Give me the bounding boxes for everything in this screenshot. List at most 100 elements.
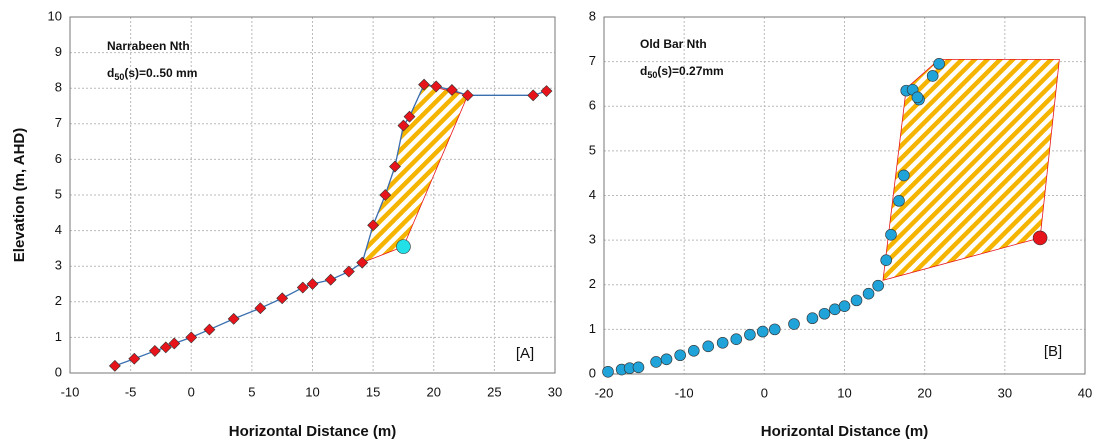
y-tick-label: 9 xyxy=(55,44,62,59)
plot-frame xyxy=(603,16,1086,375)
data-point xyxy=(744,328,756,341)
data-point xyxy=(933,58,945,70)
grain-size-label: d50(s)=0..50 mm xyxy=(107,66,197,82)
data-point xyxy=(660,353,673,366)
plot-frame xyxy=(69,16,556,374)
data-point xyxy=(461,89,474,102)
data-point xyxy=(168,337,181,350)
data-point xyxy=(356,256,369,269)
data-point xyxy=(730,333,743,345)
y-tick-label: 7 xyxy=(55,115,62,130)
y-tick-label: 6 xyxy=(589,98,596,113)
x-tick-label: -10 xyxy=(61,384,80,399)
y-axis-title: Elevation (m, AHD) xyxy=(11,128,28,262)
grain-sub: 50 xyxy=(647,70,657,80)
data-point xyxy=(276,292,289,305)
data-point xyxy=(203,323,216,336)
x-tick-label: 40 xyxy=(1078,385,1092,400)
data-point xyxy=(1032,230,1048,246)
panel-label: [B] xyxy=(1044,343,1062,360)
data-point xyxy=(674,349,686,362)
x-tick-label: 25 xyxy=(487,384,501,399)
y-tick-label: 3 xyxy=(55,258,62,273)
y-tick-label: 4 xyxy=(55,222,62,237)
data-point xyxy=(148,345,161,357)
y-tick-label: 1 xyxy=(589,321,596,336)
data-point xyxy=(306,278,319,290)
data-point xyxy=(159,341,172,354)
data-point xyxy=(397,119,410,132)
x-tick-label: 5 xyxy=(248,384,255,399)
data-point xyxy=(838,300,851,312)
data-point xyxy=(379,189,392,201)
data-point xyxy=(880,254,892,267)
data-point xyxy=(632,361,645,374)
data-point xyxy=(296,281,309,294)
y-tick-label: 2 xyxy=(589,276,596,291)
site-label: Old Bar Nth xyxy=(640,37,707,51)
grain-rest: (s)=0..50 mm xyxy=(124,66,197,80)
data-point xyxy=(227,312,240,325)
data-point xyxy=(367,219,380,232)
x-tick-label: 30 xyxy=(548,384,562,399)
data-point xyxy=(185,331,198,344)
data-point xyxy=(829,303,841,316)
data-point xyxy=(254,302,267,315)
data-point xyxy=(872,279,884,292)
x-tick-label: 15 xyxy=(366,384,380,399)
y-tick-label: 0 xyxy=(589,365,596,380)
y-tick-label: 8 xyxy=(55,80,62,95)
data-point xyxy=(898,169,910,182)
data-point xyxy=(403,110,416,123)
x-tick-label: -10 xyxy=(675,385,694,400)
x-tick-label: 0 xyxy=(761,385,768,400)
shaded-area xyxy=(361,84,469,264)
data-point xyxy=(911,91,924,104)
grain-sub: 50 xyxy=(114,72,124,82)
data-point xyxy=(687,344,700,357)
x-tick-label: 30 xyxy=(998,385,1012,400)
panel-label: [A] xyxy=(516,345,534,362)
x-tick-label: 10 xyxy=(305,384,319,399)
grain-d: d xyxy=(640,64,647,78)
data-point xyxy=(926,70,939,82)
y-tick-label: 0 xyxy=(55,364,62,379)
data-point xyxy=(108,359,121,372)
data-point xyxy=(527,89,540,102)
data-point xyxy=(818,307,831,320)
data-point xyxy=(768,323,781,336)
data-point xyxy=(602,365,614,378)
grain-size-label: d50(s)=0.27mm xyxy=(640,64,724,80)
site-label: Narrabeen Nth xyxy=(107,39,190,53)
y-tick-label: 10 xyxy=(48,8,62,23)
data-point xyxy=(128,352,141,365)
data-point xyxy=(650,356,662,368)
data-point xyxy=(885,228,897,241)
data-point xyxy=(430,80,443,93)
y-tick-label: 6 xyxy=(55,151,62,166)
data-point xyxy=(702,340,715,353)
x-tick-label: 20 xyxy=(917,385,931,400)
x-tick-label: 10 xyxy=(837,385,851,400)
data-point xyxy=(324,273,337,286)
y-tick-label: 7 xyxy=(589,53,596,68)
data-point xyxy=(716,336,729,349)
data-point xyxy=(893,195,905,207)
x-tick-label: -5 xyxy=(125,384,137,399)
data-point xyxy=(396,239,411,254)
x-tick-label: 20 xyxy=(427,384,441,399)
x-axis-title: Horizontal Distance (m) xyxy=(229,423,397,440)
profile-line xyxy=(114,83,547,367)
x-tick-label: 0 xyxy=(188,384,195,399)
y-tick-label: 5 xyxy=(589,142,596,157)
shaded-area xyxy=(882,58,1060,281)
y-tick-label: 3 xyxy=(589,232,596,247)
data-point xyxy=(342,265,355,278)
y-tick-label: 4 xyxy=(589,187,596,202)
y-tick-label: 5 xyxy=(55,186,62,201)
data-point xyxy=(806,312,819,325)
y-tick-label: 2 xyxy=(55,293,62,308)
x-axis-title: Horizontal Distance (m) xyxy=(761,423,929,440)
data-point xyxy=(540,85,553,97)
